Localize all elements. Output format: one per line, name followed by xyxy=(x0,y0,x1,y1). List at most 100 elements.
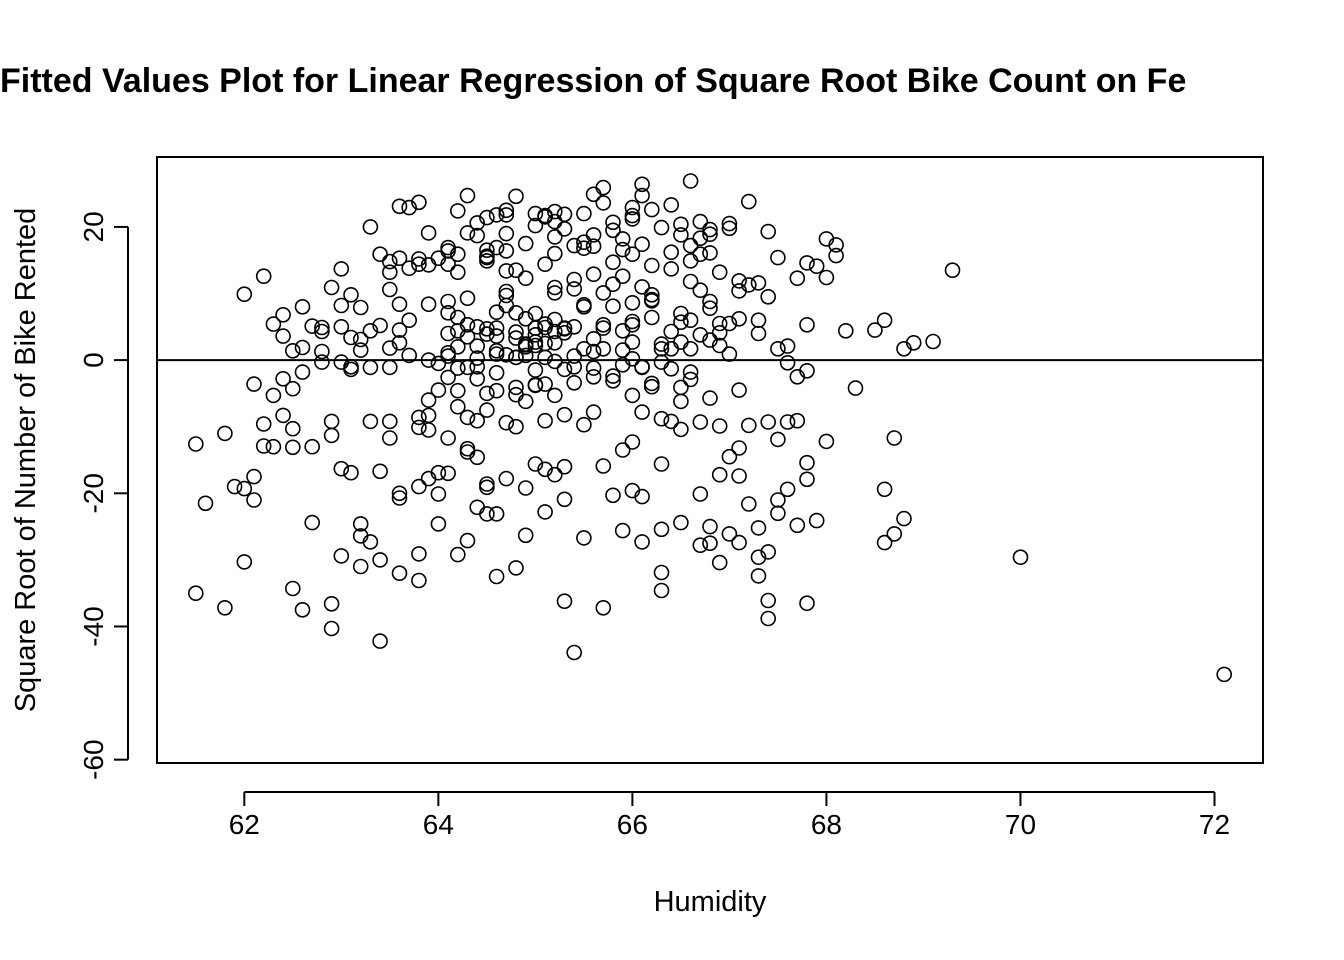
data-point xyxy=(634,187,650,204)
data-point xyxy=(459,316,476,333)
data-point xyxy=(634,404,650,420)
data-point xyxy=(275,407,291,424)
data-point xyxy=(789,270,806,287)
data-point xyxy=(682,173,699,189)
data-point xyxy=(750,312,767,329)
data-point xyxy=(799,255,815,271)
data-point xyxy=(556,458,573,475)
data-point xyxy=(624,434,641,450)
data-point xyxy=(546,466,563,483)
data-point xyxy=(673,393,689,410)
data-point xyxy=(585,343,602,360)
data-point xyxy=(837,322,854,339)
data-point xyxy=(508,262,524,279)
x-tick-label: 64 xyxy=(423,809,454,840)
data-point xyxy=(449,203,466,219)
data-point xyxy=(246,492,262,508)
data-point xyxy=(469,449,486,466)
data-point xyxy=(314,323,330,340)
data-point xyxy=(440,430,456,446)
x-tick-label: 70 xyxy=(1005,809,1036,840)
data-point xyxy=(799,595,815,612)
data-point xyxy=(634,488,650,505)
data-point xyxy=(682,340,699,357)
data-point xyxy=(750,549,767,566)
data-point xyxy=(430,516,447,532)
data-point xyxy=(740,496,757,512)
data-point xyxy=(750,520,767,536)
data-point xyxy=(711,264,728,281)
data-point xyxy=(479,506,495,522)
data-point xyxy=(614,442,631,458)
data-point xyxy=(469,227,486,244)
data-point xyxy=(818,433,835,450)
data-point xyxy=(440,293,456,310)
data-point xyxy=(595,599,612,616)
data-point xyxy=(556,221,573,237)
data-point xyxy=(692,537,709,554)
data-point xyxy=(692,326,709,343)
data-point xyxy=(343,464,359,481)
data-point xyxy=(265,316,282,332)
data-point xyxy=(479,242,495,258)
data-point xyxy=(605,487,621,504)
data-point xyxy=(498,414,515,431)
data-point xyxy=(614,231,631,247)
data-point xyxy=(546,279,563,296)
data-point xyxy=(430,382,447,398)
data-point xyxy=(284,580,301,597)
data-point xyxy=(624,387,641,404)
data-point xyxy=(731,310,747,327)
y-axis: -60 -40 -20 0 20 xyxy=(78,211,129,780)
plot-frame xyxy=(156,156,1264,764)
data-point xyxy=(653,336,670,352)
data-point xyxy=(284,439,301,456)
data-point xyxy=(449,338,466,355)
data-point xyxy=(614,522,631,539)
data-point xyxy=(624,246,641,262)
data-point xyxy=(294,298,311,315)
data-point xyxy=(779,481,796,498)
data-point xyxy=(323,413,340,430)
data-point xyxy=(527,217,544,234)
data-point xyxy=(304,438,321,455)
data-point xyxy=(498,225,515,242)
data-point xyxy=(673,216,689,233)
data-point xyxy=(1216,666,1232,683)
data-point xyxy=(537,461,553,478)
data-point xyxy=(459,290,476,307)
data-point xyxy=(576,298,592,315)
data-point xyxy=(585,238,602,254)
data-point xyxy=(624,294,641,311)
data-point xyxy=(614,268,631,285)
data-point xyxy=(556,406,573,423)
data-point xyxy=(702,535,718,552)
data-point xyxy=(702,332,718,348)
data-point xyxy=(828,247,844,264)
data-point xyxy=(585,368,602,385)
data-point xyxy=(440,465,456,482)
chart-title: Fitted Values Plot for Linear Regression… xyxy=(0,62,1186,100)
data-point xyxy=(692,213,709,230)
data-point xyxy=(682,364,699,380)
data-point xyxy=(643,309,660,326)
data-point xyxy=(828,237,844,253)
data-point xyxy=(566,374,583,391)
data-point xyxy=(333,318,350,335)
data-point xyxy=(517,480,534,496)
data-point xyxy=(527,337,544,354)
data-point xyxy=(459,532,476,549)
data-point xyxy=(488,506,505,522)
data-point xyxy=(634,534,650,550)
data-point xyxy=(789,412,806,429)
data-point xyxy=(401,347,418,364)
data-point xyxy=(808,512,825,529)
data-point xyxy=(692,230,709,246)
data-point xyxy=(760,288,777,305)
data-point xyxy=(372,317,388,334)
data-point xyxy=(653,521,670,538)
data-point xyxy=(265,438,282,455)
data-point xyxy=(556,361,573,378)
data-point xyxy=(449,360,466,376)
data-point xyxy=(944,262,961,279)
